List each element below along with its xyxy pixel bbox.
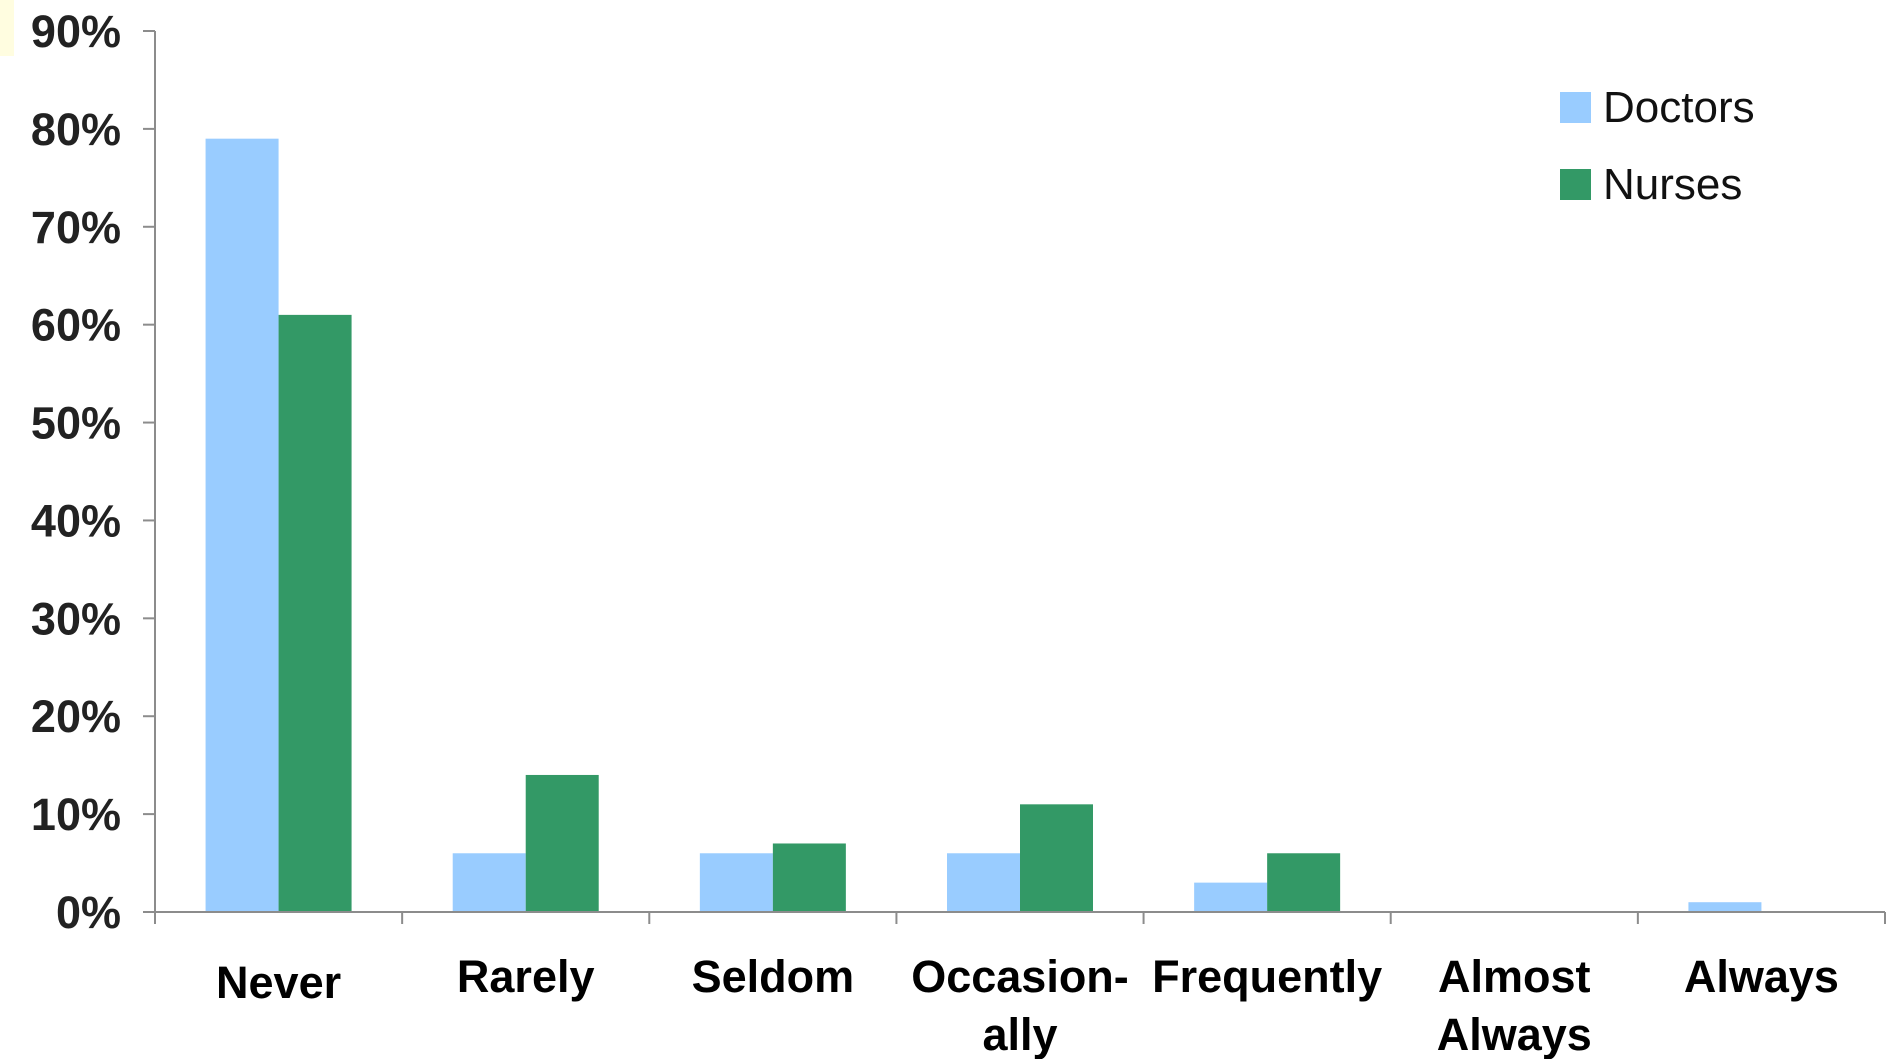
legend-label-doctors: Doctors (1603, 83, 1755, 132)
bar-doctors (1688, 902, 1762, 912)
x-category-label: Always (1684, 951, 1839, 1002)
y-axis-ticks: 0% 10% 20% 30% 40% 50% 60% 70% 80% 90% (31, 6, 121, 938)
x-category-label: Always (1437, 1009, 1592, 1059)
y-tick-label: 40% (31, 495, 121, 546)
legend: Doctors Nurses (1560, 83, 1755, 209)
y-tick-label: 30% (31, 593, 121, 644)
x-category-label: Occasion- (911, 951, 1129, 1002)
x-category-label: Frequently (1152, 951, 1382, 1002)
bars-group (205, 138, 1762, 912)
y-tick-label: 10% (31, 789, 121, 840)
axes-group (143, 30, 1886, 924)
legend-swatch-nurses (1560, 169, 1591, 200)
x-category-label: Seldom (692, 951, 855, 1002)
y-tick-label: 20% (31, 691, 121, 742)
bar-doctors (452, 853, 526, 912)
x-category-label: Almost (1438, 951, 1591, 1002)
y-tick-label: 70% (31, 202, 121, 253)
y-tick-label: 80% (31, 104, 121, 155)
y-tick-label: 90% (31, 6, 121, 57)
y-tick-label: 0% (56, 887, 121, 938)
legend-label-nurses: Nurses (1603, 160, 1742, 209)
bar-nurses (278, 314, 352, 912)
x-category-label: ally (982, 1009, 1057, 1059)
bar-doctors (205, 138, 279, 912)
bar-nurses (772, 843, 846, 912)
x-axis-labels: Never Rarely Seldom Occasion-ally Frequently… (216, 951, 1839, 1059)
legend-swatch-doctors (1560, 92, 1591, 123)
bar-nurses (1267, 853, 1341, 912)
top-left-highlight (0, 0, 14, 56)
bar-nurses (525, 774, 599, 912)
x-category-label: Never (216, 957, 341, 1008)
y-tick-label: 60% (31, 300, 121, 351)
bar-doctors (699, 853, 773, 912)
bar-doctors (1194, 882, 1268, 912)
x-category-label: Rarely (457, 951, 595, 1002)
y-tick-label: 50% (31, 398, 121, 449)
bar-nurses (1020, 804, 1093, 912)
bar-doctors (947, 853, 1020, 912)
